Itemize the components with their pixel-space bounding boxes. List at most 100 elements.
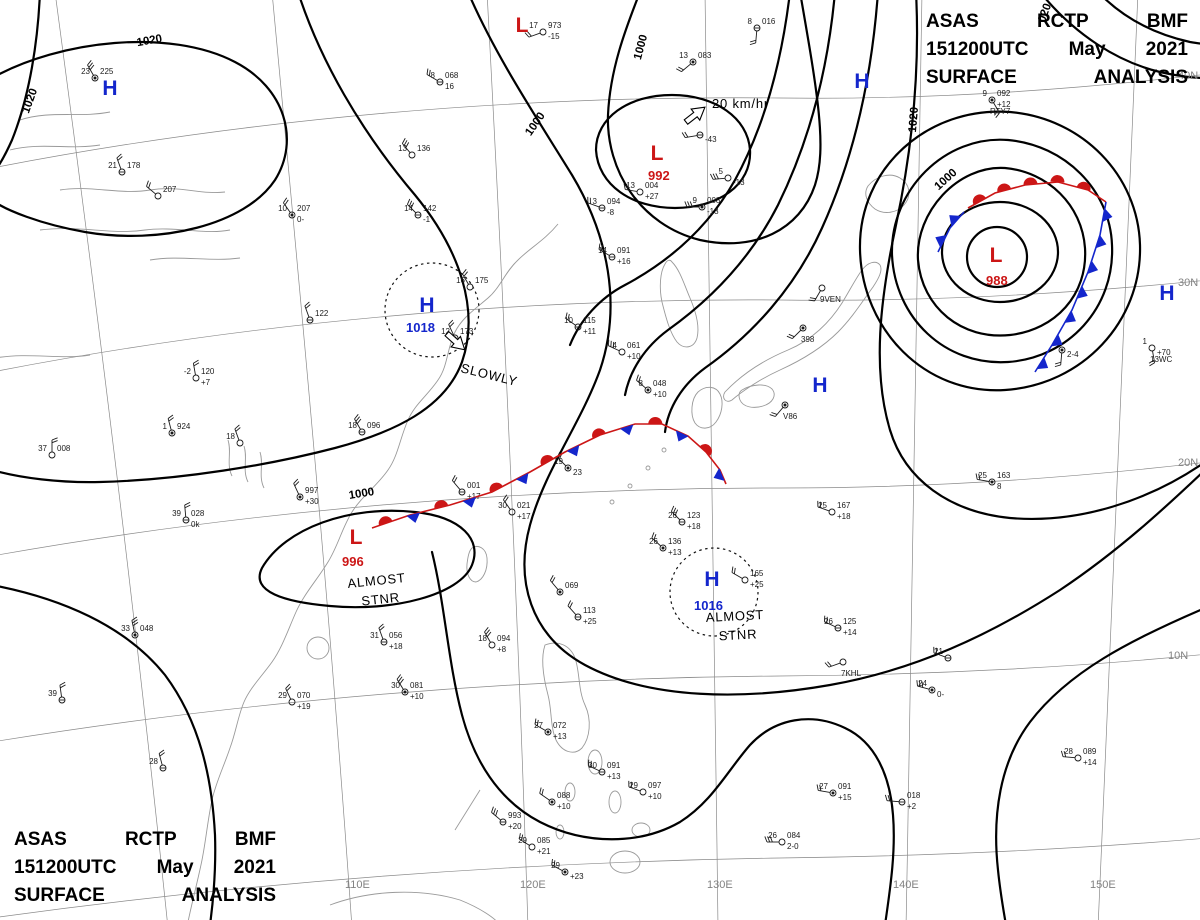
- station-circle: [1148, 344, 1156, 352]
- station-circle: [724, 174, 732, 182]
- wind-barb-tick: [994, 110, 999, 116]
- latitude-label: 10N: [1168, 650, 1188, 662]
- station-extra: +18: [389, 642, 403, 651]
- station-cloud-cover: [546, 730, 550, 734]
- station-pressure: 056: [389, 631, 403, 640]
- station-pressure: 115: [583, 316, 596, 325]
- wind-barb-tick: [448, 319, 454, 325]
- ryukyu-island: [627, 483, 633, 489]
- wind-barb-tick: [284, 199, 289, 206]
- station-pressure: 028: [191, 509, 205, 518]
- station-pressure: 993: [508, 811, 522, 820]
- parallel-0n: [0, 838, 1200, 918]
- station-plot: 9 008 -13: [684, 196, 721, 216]
- station-plot: 25 167 +18: [817, 500, 851, 521]
- station-extra: 8: [997, 482, 1002, 491]
- wind-barb-tick: [916, 680, 918, 687]
- wind-barb-tick: [678, 66, 684, 71]
- station-plot: 001+17: [451, 475, 481, 501]
- cold-front-triangle: [1087, 260, 1099, 274]
- station-extra: +21: [537, 847, 551, 856]
- station-cloud-cover: [990, 480, 994, 484]
- wind-barb-tick: [681, 132, 686, 138]
- station-temp: 1: [163, 422, 168, 431]
- station-pressure: 096: [367, 421, 381, 430]
- wind-barb-tick: [403, 140, 408, 146]
- station-pressure: 091: [617, 246, 631, 255]
- station-pressure: 997: [305, 486, 319, 495]
- wind-barb-tick: [117, 156, 123, 161]
- inland-line: [59, 188, 226, 194]
- station-extra: +13: [607, 772, 621, 781]
- wind-barb-tick: [354, 414, 359, 420]
- coast-hokkaido: [865, 174, 910, 213]
- wind-barb-tick: [536, 719, 539, 726]
- terrain-mark: [227, 439, 233, 477]
- station-temp: 37: [38, 444, 47, 453]
- station-temp: 14: [598, 246, 607, 255]
- coast-taiwan: [466, 546, 488, 583]
- wind-barb-shaft: [426, 74, 438, 81]
- wind-barb-shaft: [402, 143, 411, 153]
- wind-barb-tick: [159, 752, 165, 757]
- station-temp: 10: [564, 316, 573, 325]
- wind-barb-tick: [148, 182, 151, 189]
- cold-front-triangle: [516, 472, 529, 485]
- wind-barb-tick: [764, 836, 768, 843]
- wind-barb-tick: [132, 621, 139, 626]
- station-pressure: 083: [698, 51, 712, 60]
- wind-barb-tick: [1063, 751, 1067, 758]
- station-plot: 5 -13: [710, 167, 745, 187]
- isobar-label: 1020: [20, 87, 40, 115]
- cold-front-triangle: [1036, 357, 1049, 370]
- wind-barb-tick: [565, 312, 568, 319]
- pressure-center-h: H: [102, 77, 117, 100]
- longitude-label: 150E: [1090, 879, 1116, 891]
- station-temp: 39: [48, 689, 57, 698]
- station-pressure: 068: [445, 71, 459, 80]
- annotation-text: 20 km/hr: [712, 96, 769, 111]
- wind-barb-tick: [1060, 750, 1064, 757]
- ryukyu-island: [661, 447, 667, 453]
- movement-arrow-icon: [444, 330, 466, 351]
- station-pressure: 016: [762, 17, 776, 26]
- station-extra: -43: [705, 135, 717, 144]
- station-temp: 39: [172, 509, 181, 518]
- wind-barb-tick: [193, 362, 200, 367]
- station-plot: 30 021 +17: [498, 494, 531, 521]
- pressure-center-l: L: [350, 526, 363, 549]
- station-circle: [508, 508, 516, 516]
- station-plot: 26 123 +18: [668, 505, 701, 531]
- station-circle: [799, 324, 807, 332]
- wind-barb-tick: [518, 833, 521, 840]
- station-pressure: 123: [687, 511, 701, 520]
- wind-barb-shaft: [234, 428, 240, 441]
- wind-barb-tick: [670, 505, 675, 512]
- warm-front-semicircle: [489, 482, 503, 493]
- wind-barb-tick: [567, 600, 572, 607]
- wind-barb-shaft: [588, 765, 600, 772]
- station-cloud-cover: [831, 791, 835, 795]
- inland-line: [19, 111, 111, 121]
- pressure-center-l: L: [516, 14, 529, 37]
- station-plot: 8 068 16: [426, 68, 459, 91]
- station-plot: 2-4: [1054, 346, 1079, 368]
- station-plot: 29 +23: [551, 858, 584, 881]
- wind-barb-tick: [569, 602, 573, 609]
- chart-title-bottom: ASAS RCTP BMF 151200UTC May 2021 SURFACE ANAL…: [14, 826, 276, 910]
- station-cloud-cover: [990, 98, 994, 102]
- wind-barb-shaft: [448, 324, 455, 336]
- station-temp: 13: [679, 51, 688, 60]
- station-circle: [168, 429, 176, 437]
- station-pressure: 120: [201, 367, 215, 376]
- station-cloud-cover: [133, 633, 137, 637]
- station-pressure: 165: [750, 569, 764, 578]
- station-pressure: 084: [787, 831, 801, 840]
- station-plot: 4 061 +10: [607, 339, 641, 361]
- station-circle: [988, 96, 996, 104]
- inland-line: [0, 354, 91, 358]
- inland-line: [9, 144, 101, 151]
- station-plot: 18 096: [348, 414, 381, 436]
- wind-barb-tick: [653, 533, 657, 540]
- station-plot: 069: [549, 575, 579, 596]
